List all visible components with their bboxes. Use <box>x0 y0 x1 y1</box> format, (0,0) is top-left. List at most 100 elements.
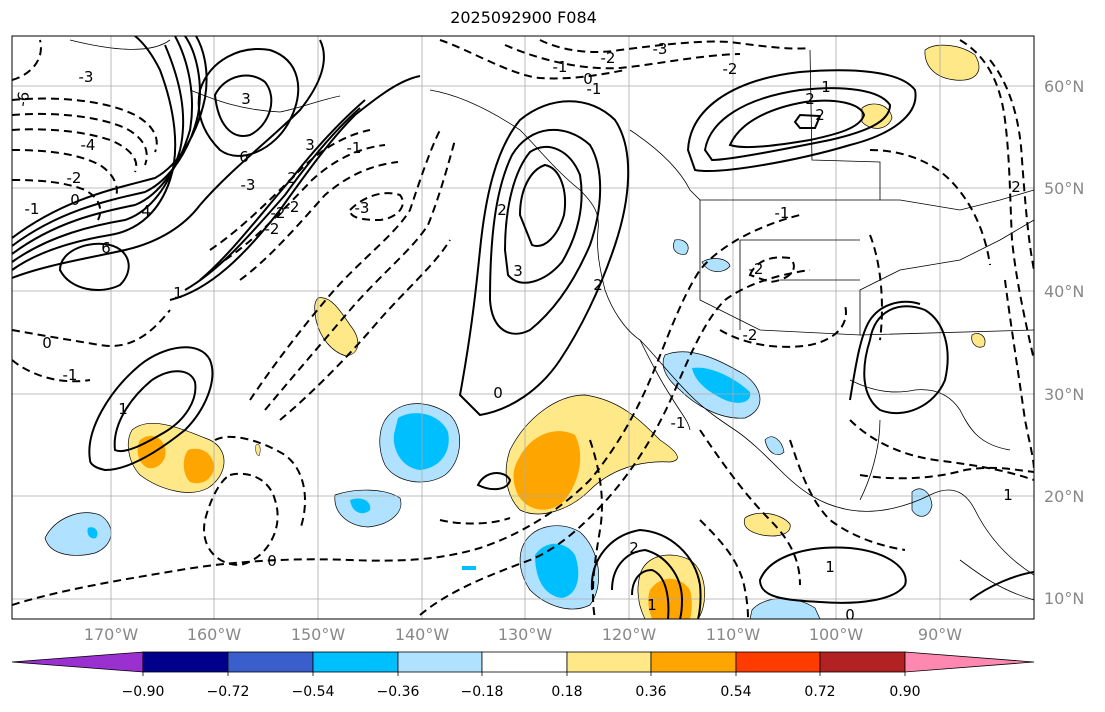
colorbar-segment <box>227 651 314 673</box>
contour-label: -1 <box>63 366 78 384</box>
contour-label: 2 <box>287 169 297 187</box>
coastlines <box>69 39 1034 601</box>
contour-label: -4 <box>81 136 96 154</box>
colorbar-extend-right <box>904 651 1035 673</box>
colorbar <box>11 651 1035 676</box>
contour-label: -2 <box>723 60 738 78</box>
lon-label: 90°W <box>917 625 963 644</box>
lon-label: 140°W <box>394 625 450 644</box>
shade-negative <box>462 566 476 570</box>
lon-label: 170°W <box>83 625 139 644</box>
contour-label: 1 <box>1003 486 1013 504</box>
shade-negative-core <box>87 527 98 539</box>
shade-negative-core <box>393 413 449 470</box>
contour-label: 1 <box>825 558 835 576</box>
contour-label: 0 <box>493 384 503 402</box>
contour-label: 0 <box>70 191 80 209</box>
contour-label: 2 <box>629 539 639 557</box>
contour-label: 2 <box>497 201 507 219</box>
contour-labels: -6 -3 -4 -2 0 -1 -1 6 4 6 3 -3 3 2 -2 -2… <box>13 40 1021 624</box>
colorbar-extend-left <box>11 651 144 673</box>
colorbar-tick-label: −0.90 <box>121 684 165 700</box>
colorbar-tick-label: −0.18 <box>460 684 504 700</box>
contour-label: 2 <box>593 276 603 294</box>
colorbar-segment <box>819 651 906 673</box>
lat-label: 20°N <box>1044 487 1085 506</box>
contour-label: 1 <box>118 400 128 418</box>
map-title: 2025092900 F084 <box>450 8 597 27</box>
lon-label: 100°W <box>808 625 864 644</box>
contour-label: -1 <box>671 414 686 432</box>
colorbar-segment <box>650 651 737 673</box>
colorbar-tick-label: 0.54 <box>720 684 752 700</box>
colorbar-segment <box>312 651 399 673</box>
contour-label: 2 <box>815 106 825 124</box>
shade-negative <box>764 436 785 455</box>
lon-label: 130°W <box>497 625 553 644</box>
contour-label: -2 <box>749 260 764 278</box>
colorbar-tick-label: −0.54 <box>291 684 335 700</box>
contour-label: 0 <box>267 552 277 570</box>
contour-label: -1 <box>25 200 40 218</box>
shade-negative-core <box>535 543 579 598</box>
contours-negative <box>12 39 1034 619</box>
contour-label: 0 <box>42 334 52 352</box>
lon-label: 150°W <box>290 625 346 644</box>
colorbar-segment <box>566 651 652 673</box>
contour-label: -2 <box>743 326 758 344</box>
contour-label: -3 <box>241 176 256 194</box>
contour-label: -3 <box>355 199 370 217</box>
lat-label: 10°N <box>1044 589 1085 608</box>
colorbar-segment <box>142 651 229 673</box>
contour-label: 0 <box>583 70 593 88</box>
contour-label: -2 <box>601 49 616 67</box>
contour-label: -2 <box>265 220 280 238</box>
shade-negative-core <box>350 498 371 514</box>
contour-label: -1 <box>587 80 602 98</box>
lon-label: 110°W <box>705 625 761 644</box>
contour-label: -1 <box>347 139 362 157</box>
contour-label: -3 <box>653 40 668 58</box>
contour-label: 1 <box>647 596 657 614</box>
contour-label: 3 <box>241 90 251 108</box>
contour-label: -2 <box>271 204 286 222</box>
shade-positive <box>924 44 980 81</box>
contours-positive <box>12 36 1034 619</box>
contour-label: -3 <box>79 68 94 86</box>
contour-label: 1 <box>821 78 831 96</box>
shade-negative <box>673 239 689 255</box>
shade-positive <box>861 103 893 129</box>
shade-positive-core <box>513 431 581 510</box>
contour-label: 6 <box>101 239 111 257</box>
lat-label: 30°N <box>1044 385 1085 404</box>
colorbar-segment <box>397 651 483 673</box>
colorbar-segment <box>481 651 568 673</box>
contour-label: 0 <box>845 606 855 624</box>
colorbar-tick-label: −0.36 <box>376 684 420 700</box>
shade-positive <box>255 444 261 457</box>
contour-label: 3 <box>513 262 523 280</box>
contour-label: -2 <box>67 169 82 187</box>
colorbar-tick-label: −0.72 <box>206 684 250 700</box>
lat-label: 40°N <box>1044 282 1085 301</box>
contour-label: 6 <box>239 148 249 166</box>
contour-label: -2 <box>285 198 300 216</box>
colorbar-tick-label: 0.18 <box>551 684 583 700</box>
colorbar-tick-label: 0.72 <box>804 684 836 700</box>
lon-label: 160°W <box>186 625 242 644</box>
colorbar-tick-label: 0.90 <box>889 684 921 700</box>
plot-frame <box>11 35 1035 620</box>
contour-label: 3 <box>305 136 315 154</box>
contour-label: 4 <box>141 202 151 220</box>
shade-positive-core <box>183 448 214 484</box>
colorbar-segment <box>735 651 821 673</box>
contour-label: -1 <box>775 204 790 222</box>
shaded-regions <box>44 44 986 619</box>
shade-positive <box>971 333 986 348</box>
contour-label: 1 <box>173 284 183 302</box>
colorbar-tick-label: 0.36 <box>635 684 667 700</box>
contour-label: 2 <box>1011 178 1021 196</box>
contour-label: -6 <box>13 90 33 108</box>
contour-label: 2 <box>805 90 815 108</box>
